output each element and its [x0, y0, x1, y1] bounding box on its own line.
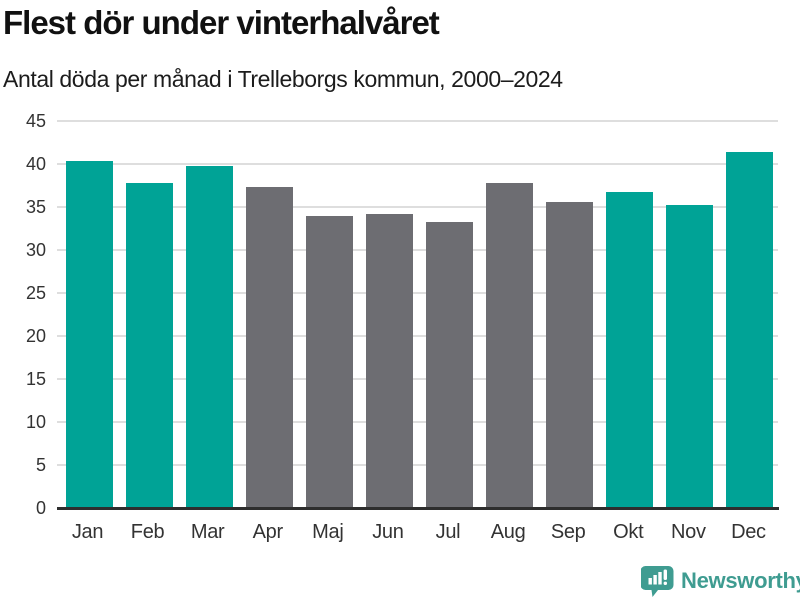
x-axis-tick-label-maj: Maj: [312, 521, 344, 543]
x-axis-baseline: [57, 507, 779, 510]
bar-sep: [546, 201, 594, 508]
x-axis-tick-label-mar: Mar: [190, 521, 225, 543]
bar-mar: [185, 165, 233, 508]
y-axis-tick-label-35: 35: [25, 197, 46, 217]
y-axis-tick-label-25: 25: [25, 283, 46, 303]
bar-maj: [305, 215, 353, 508]
bar-jul: [426, 221, 474, 508]
bar-dec: [726, 151, 774, 508]
newsworthy-logo[interactable]: Newsworthy: [640, 564, 800, 598]
gridline-35: [57, 206, 778, 208]
x-axis-tick-label-jul: Jul: [435, 521, 461, 543]
gridline-5: [57, 464, 778, 466]
y-axis-tick-label-45: 45: [25, 111, 46, 131]
chart-subtitle: Antal döda per månad i Trelleborgs kommu…: [3, 66, 563, 92]
gridline-45: [57, 120, 778, 122]
x-axis-tick-label-jan: Jan: [71, 521, 104, 543]
bar-jan: [65, 160, 113, 508]
y-axis-tick-label-10: 10: [25, 412, 46, 432]
gridline-20: [57, 335, 778, 337]
newsworthy-brand-name: Newsworthy: [681, 568, 800, 593]
bar-feb: [125, 182, 173, 508]
x-axis-tick-label-okt: Okt: [613, 521, 644, 543]
y-axis-tick-label-20: 20: [25, 326, 46, 346]
y-axis-tick-label-0: 0: [35, 498, 46, 518]
newsworthy-speech-bubble-chart-icon: [640, 564, 674, 598]
x-axis-tick-label-nov: Nov: [670, 521, 706, 543]
bar-nov: [666, 205, 714, 508]
gridline-15: [57, 378, 778, 380]
x-axis-tick-label-aug: Aug: [490, 521, 526, 543]
bar-aug: [486, 182, 534, 508]
y-axis-tick-label-5: 5: [35, 455, 46, 475]
x-axis-tick-label-jun: Jun: [372, 521, 404, 543]
bar-okt: [606, 191, 654, 508]
y-axis-tick-label-40: 40: [25, 154, 46, 174]
gridline-25: [57, 292, 778, 294]
gridline-30: [57, 249, 778, 251]
x-axis-tick-label-dec: Dec: [731, 521, 766, 543]
gridline-10: [57, 421, 778, 423]
gridline-40: [57, 163, 778, 165]
y-axis-tick-label-15: 15: [25, 369, 46, 389]
page-title: Flest dör under vinterhalvåret: [3, 4, 440, 41]
x-axis-tick-label-apr: Apr: [252, 521, 284, 543]
y-axis-tick-label-30: 30: [25, 240, 46, 260]
x-axis-tick-label-feb: Feb: [130, 521, 165, 543]
bar-jun: [365, 213, 413, 508]
x-axis-tick-label-sep: Sep: [550, 521, 586, 543]
bar-apr: [245, 187, 293, 508]
